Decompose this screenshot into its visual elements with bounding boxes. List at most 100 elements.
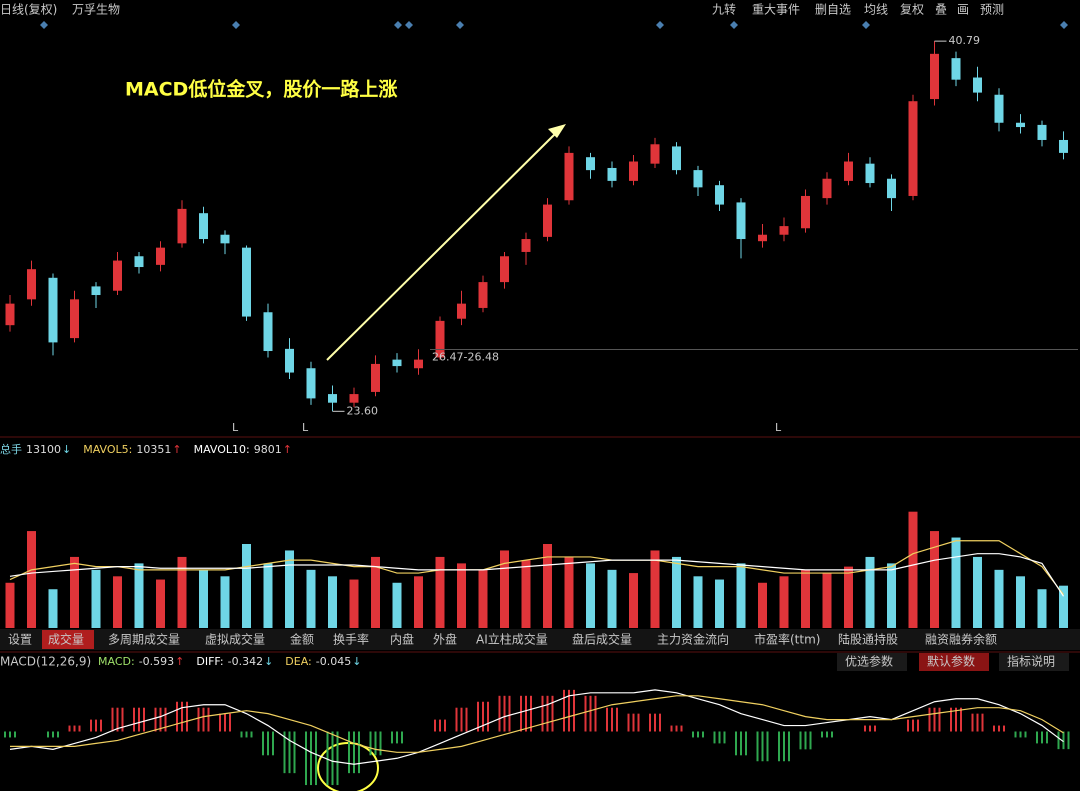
volume-bar: [371, 556, 380, 628]
tab[interactable]: AI立柱成交量: [476, 632, 548, 647]
indicator-title: MACD(12,26,9): [0, 655, 91, 669]
tab[interactable]: 虚拟成交量: [205, 632, 265, 647]
volume-bar: [607, 569, 617, 628]
tab[interactable]: 外盘: [433, 632, 457, 647]
volume-bar: [564, 556, 574, 628]
legend-name: MAVOL10:: [194, 443, 250, 456]
volume-bar: [91, 569, 101, 628]
tab[interactable]: 换手率: [333, 632, 369, 647]
candle-body: [242, 247, 251, 317]
tab[interactable]: 设置: [8, 633, 32, 647]
button-bg: [999, 653, 1069, 671]
candle-body: [414, 359, 423, 369]
volume-bar: [930, 531, 939, 628]
tab[interactable]: 陆股通持股: [838, 632, 898, 647]
candle-body: [457, 303, 466, 319]
legend-value: 10351: [136, 443, 171, 456]
volume-bar: [779, 576, 789, 628]
legend-value: -0.045: [316, 655, 351, 668]
volume-bar: [543, 544, 552, 628]
volume-bar: [27, 531, 36, 628]
candle-body: [500, 256, 509, 283]
tab[interactable]: 盘后成交量: [572, 632, 632, 647]
volume-bar: [994, 569, 1004, 628]
tab[interactable]: 多周期成交量: [108, 632, 180, 647]
button[interactable]: 优选参数: [845, 654, 893, 669]
candle-body: [908, 101, 918, 196]
volume-bar: [113, 576, 122, 628]
toolbar-item[interactable]: 画: [957, 3, 969, 17]
volume-bar: [822, 573, 832, 628]
volume-bar: [801, 569, 810, 628]
volume-bar: [844, 566, 853, 628]
toolbar-item[interactable]: 九转: [712, 2, 736, 17]
macd-line: [10, 695, 1064, 753]
volume-bar: [242, 544, 251, 628]
volume-bar: [887, 563, 896, 628]
candle-body: [371, 363, 380, 392]
tab-bar: [0, 629, 1080, 650]
legend-arrow: ↓: [352, 655, 361, 668]
candle-body: [478, 282, 488, 308]
max-label: 40.79: [949, 34, 981, 47]
candle-body: [607, 167, 617, 181]
min-label: 23.60: [347, 404, 379, 417]
legend-name: DEA:: [285, 655, 311, 668]
candle-body: [177, 208, 187, 244]
annotation: MACD低位金叉，股价一路上涨: [125, 78, 397, 101]
trend-arrow: [326, 124, 566, 361]
volume-bar: [715, 579, 724, 628]
tab[interactable]: 内盘: [390, 632, 414, 647]
legend-name: MACD:: [98, 655, 135, 668]
legend-arrow: ↑: [175, 655, 184, 668]
toolbar-item[interactable]: 删自选: [815, 3, 851, 17]
volume-bar: [156, 579, 165, 628]
button-bg: [919, 653, 989, 671]
candle-body: [199, 213, 208, 240]
volume-bar: [500, 550, 509, 628]
tab[interactable]: 金额: [290, 632, 314, 647]
candle-body: [586, 157, 595, 171]
candle-body: [48, 277, 58, 343]
volume-bar: [392, 582, 402, 628]
tab[interactable]: 成交量: [48, 632, 84, 647]
volume-bar: [199, 569, 208, 628]
button[interactable]: 默认参数: [927, 654, 975, 669]
marker: L: [232, 421, 239, 434]
legend-name: MAVOL5:: [83, 443, 132, 456]
volume-ma-line: [9, 553, 1065, 597]
volume-bar: [435, 556, 445, 628]
candle-body: [887, 178, 896, 199]
candle-body: [91, 286, 101, 296]
toolbar-item[interactable]: 预测: [980, 3, 1004, 17]
candle-body: [392, 359, 402, 367]
toolbar-item[interactable]: 复权: [900, 3, 924, 17]
range-label: 26.47-26.48: [432, 351, 499, 364]
toolbar-item[interactable]: 重大事件: [752, 3, 800, 17]
candle-body: [113, 260, 122, 291]
tab[interactable]: 市盈率(ttm): [754, 632, 820, 647]
volume-bar: [457, 563, 466, 628]
tab[interactable]: 融资融券余额: [925, 632, 997, 647]
tab[interactable]: 主力资金流向: [657, 632, 729, 647]
candle-body: [70, 299, 79, 339]
candle-body: [650, 144, 660, 164]
toolbar-item[interactable]: 叠: [935, 3, 947, 17]
volume-bar: [951, 537, 961, 628]
candle-body: [629, 161, 638, 181]
candle-body: [543, 204, 552, 237]
legend-arrow: ↓: [62, 443, 71, 456]
button[interactable]: 指标说明: [1007, 654, 1055, 669]
candle-body: [5, 303, 15, 326]
volume-bar: [1037, 589, 1047, 628]
volume-bar: [414, 576, 423, 628]
candle-body: [693, 170, 703, 188]
candle-body: [521, 239, 531, 252]
candle-body: [951, 58, 961, 80]
toolbar-item[interactable]: 均线: [864, 3, 888, 17]
period: 日线(复权): [0, 3, 57, 17]
candle-body: [1016, 122, 1025, 128]
volume-bar: [586, 563, 595, 628]
volume-bar: [865, 556, 875, 628]
